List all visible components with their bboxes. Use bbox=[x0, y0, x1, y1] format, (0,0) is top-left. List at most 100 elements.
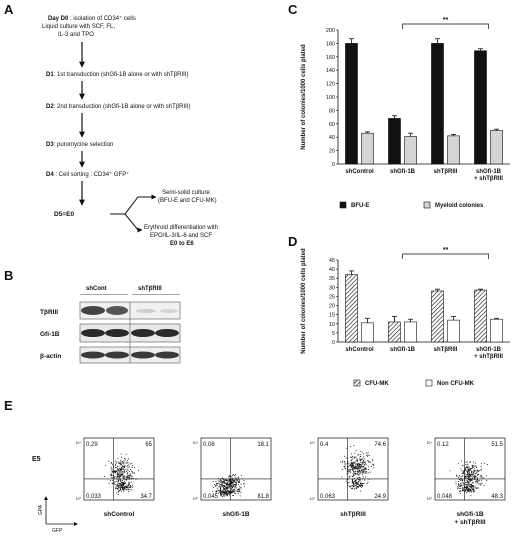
event-dot bbox=[129, 486, 131, 488]
event-dot bbox=[224, 494, 226, 496]
plot-frame bbox=[83, 437, 155, 501]
event-dot bbox=[359, 490, 361, 492]
event-dot bbox=[359, 469, 361, 471]
event-dot bbox=[226, 483, 228, 485]
event-dot bbox=[235, 484, 236, 486]
event-dot bbox=[222, 486, 224, 487]
event-dot bbox=[223, 488, 225, 489]
event-dot bbox=[356, 466, 358, 468]
event-dot bbox=[352, 469, 354, 471]
event-dot bbox=[473, 470, 475, 472]
event-dot bbox=[457, 487, 459, 489]
y-tick-label: 100 bbox=[326, 95, 335, 101]
event-dot bbox=[461, 489, 463, 491]
event-dot bbox=[462, 475, 464, 477]
event-dot bbox=[462, 482, 464, 484]
event-dot bbox=[467, 471, 469, 473]
quadrant-upper-right: 18.1 bbox=[257, 442, 269, 448]
facs-plot: 10⁴ 10⁰ 0.4 74.6 0.063 24.9 shTβRIII bbox=[310, 437, 389, 518]
event-dot bbox=[231, 479, 233, 481]
event-dot bbox=[229, 486, 231, 488]
event-dot bbox=[222, 493, 224, 495]
event-dot bbox=[120, 463, 122, 465]
event-dot bbox=[359, 476, 361, 478]
event-dot bbox=[349, 468, 351, 470]
event-dot bbox=[228, 476, 230, 478]
event-dot bbox=[111, 468, 113, 470]
event-dot bbox=[468, 479, 470, 480]
step-d0-line2: Liquid culture with SCF, FL, bbox=[42, 24, 116, 30]
event-dot bbox=[228, 487, 230, 489]
event-dot bbox=[232, 494, 234, 496]
event-dot bbox=[117, 473, 119, 475]
event-dot bbox=[356, 459, 358, 461]
event-dot bbox=[356, 483, 358, 485]
event-dot bbox=[460, 482, 461, 484]
event-dot bbox=[217, 489, 219, 491]
event-dot bbox=[222, 490, 224, 491]
event-dot bbox=[472, 491, 474, 493]
category-label: shControl bbox=[345, 347, 374, 353]
event-dot bbox=[462, 490, 464, 492]
event-dot bbox=[221, 492, 223, 494]
event-dot bbox=[468, 472, 470, 474]
event-dot bbox=[122, 482, 124, 484]
event-dot bbox=[464, 473, 466, 475]
event-dot bbox=[351, 453, 353, 455]
event-dot bbox=[469, 474, 471, 476]
event-dot bbox=[351, 488, 353, 489]
event-dot bbox=[474, 462, 476, 464]
plot-frame bbox=[317, 437, 389, 501]
legend-label: Non CFU-MK bbox=[437, 381, 475, 387]
event-dot bbox=[110, 474, 112, 476]
event-dot bbox=[470, 468, 472, 470]
quadrant-lower-right: 34.7 bbox=[140, 494, 152, 500]
event-dot bbox=[475, 475, 477, 477]
event-dot bbox=[239, 490, 241, 492]
event-dot bbox=[116, 469, 118, 471]
event-dot bbox=[458, 478, 460, 480]
event-dot bbox=[123, 465, 125, 467]
event-dot bbox=[351, 466, 353, 468]
event-dot bbox=[227, 492, 229, 494]
event-dot bbox=[122, 471, 124, 473]
arrow-branch-up bbox=[110, 194, 157, 215]
event-dot bbox=[123, 467, 125, 469]
event-dot bbox=[464, 468, 466, 470]
event-dot bbox=[474, 476, 475, 478]
event-dot bbox=[475, 482, 477, 484]
event-dot bbox=[469, 469, 471, 471]
event-dot bbox=[121, 484, 123, 486]
event-dot bbox=[457, 477, 459, 478]
event-dot bbox=[469, 481, 471, 483]
event-dot bbox=[129, 475, 131, 477]
event-dot bbox=[105, 464, 107, 466]
event-dot bbox=[215, 481, 217, 483]
axis-tick: 10⁰ bbox=[310, 497, 316, 501]
event-dot bbox=[363, 464, 365, 466]
event-dot bbox=[476, 472, 478, 474]
event-dot bbox=[121, 468, 123, 470]
gfp-axis-label: GFP bbox=[52, 528, 63, 534]
event-dot bbox=[367, 452, 369, 454]
event-dot bbox=[473, 472, 475, 474]
event-dot bbox=[473, 471, 475, 472]
legend-swatch bbox=[423, 201, 431, 209]
event-dot bbox=[354, 481, 356, 482]
event-dot bbox=[224, 482, 225, 484]
event-dot bbox=[354, 487, 356, 489]
event-dot bbox=[368, 455, 370, 457]
event-dot bbox=[119, 471, 121, 473]
event-dot bbox=[474, 476, 476, 478]
event-dot bbox=[469, 473, 471, 475]
event-dot bbox=[111, 477, 113, 479]
event-dot bbox=[480, 465, 482, 467]
event-dot bbox=[341, 461, 343, 463]
event-dot bbox=[348, 481, 350, 483]
event-dot bbox=[467, 477, 469, 479]
event-dot bbox=[351, 461, 353, 463]
event-dot bbox=[474, 476, 476, 478]
event-dot bbox=[217, 490, 219, 492]
event-dot bbox=[133, 472, 135, 474]
event-dot bbox=[121, 471, 123, 473]
